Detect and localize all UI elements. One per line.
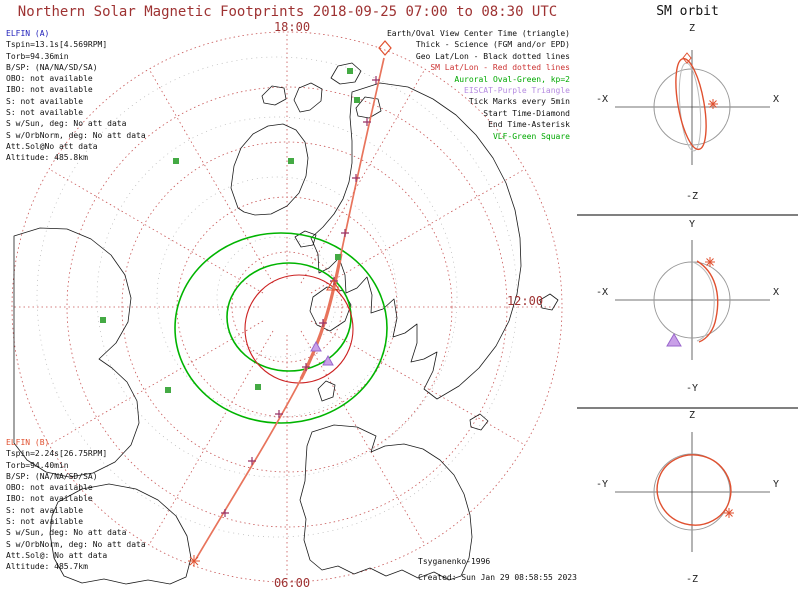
elfin-b-line: Altitude: 485.7km bbox=[6, 562, 88, 572]
plot2-axis-neg-y: -Y bbox=[685, 383, 699, 394]
elfin-a-info: ELFIN (A) Tspin=13.1s[4.569RPM] Torb=94.… bbox=[6, 28, 146, 164]
plot2-asterisk-marker bbox=[705, 257, 715, 267]
elfin-a-line: Tspin=13.1s[4.569RPM] bbox=[6, 40, 108, 50]
elfin-b-line: S: not available bbox=[6, 505, 84, 515]
orbit-plot-xy bbox=[615, 240, 770, 360]
plot1-asterisk-marker bbox=[708, 99, 718, 109]
model-label: Tsyganenko-1996 bbox=[418, 557, 491, 566]
elfin-a-line: Att.Sol@No att data bbox=[6, 141, 98, 151]
elfin-a-line: Torb=94.36min bbox=[6, 51, 69, 61]
sm-orbit-panel bbox=[577, 50, 798, 552]
elfin-a-line: S: not available bbox=[6, 108, 84, 118]
page-title: Northern Solar Magnetic Footprints 2018-… bbox=[17, 4, 558, 20]
plot1-axis-neg-z: -Z bbox=[685, 191, 699, 202]
elfin-b-line: Torb=94.40min bbox=[6, 460, 69, 470]
sm-orbit-title: SM orbit bbox=[656, 4, 719, 19]
legend-item: Tick Marks every 5min bbox=[468, 97, 570, 107]
orbit-start-diamond bbox=[378, 40, 392, 56]
map-legend: Earth/Oval View Center Time (triangle) T… bbox=[328, 28, 570, 142]
orbit-plot-xz bbox=[615, 50, 770, 165]
polar-map-plot bbox=[11, 31, 563, 585]
elfin-a-line: Altitude: 485.8km bbox=[6, 153, 88, 163]
plot1-axis-neg-x: -X bbox=[595, 94, 609, 105]
plot2-axis-x: X bbox=[772, 287, 780, 298]
auroral-oval bbox=[174, 232, 388, 424]
mlt-label-12: 12:00 bbox=[506, 294, 544, 308]
elfin-b-line: IBO: not available bbox=[6, 494, 93, 504]
elfin-a-line: S w/Sun, deg: No att data bbox=[6, 119, 127, 129]
elfin-a-line: OBO: not available bbox=[6, 74, 93, 84]
legend-item: Earth/Oval View Center Time (triangle) bbox=[386, 29, 570, 38]
elfin-b-info: ELFIN (B) Tspin=2.24s[26.75RPM] Torb=94.… bbox=[6, 437, 146, 573]
elfin-b-line: S w/OrbNorm, deg: No att data bbox=[6, 539, 146, 549]
plot2-triangle-marker bbox=[666, 333, 682, 347]
plot3-axis-y: Y bbox=[772, 479, 780, 490]
elfin-a-line: IBO: not available bbox=[6, 85, 93, 95]
legend-item: Start Time-Diamond bbox=[483, 108, 570, 118]
plot3-axis-z: Z bbox=[688, 410, 696, 421]
mlt-label-06: 06:00 bbox=[273, 576, 311, 590]
plot2-axis-y: Y bbox=[688, 219, 696, 230]
sm-reference-circle bbox=[244, 274, 354, 384]
elfin-b-line: S w/Sun, deg: No att data bbox=[6, 528, 127, 538]
elfin-b-header: ELFIN (B) bbox=[6, 438, 50, 447]
sm-grid-lines bbox=[11, 31, 563, 583]
eiscat-triangles bbox=[310, 340, 334, 366]
center-time-triangle bbox=[326, 278, 340, 291]
plot1-diamond-marker bbox=[682, 52, 692, 64]
orbit-tick-marks bbox=[221, 76, 380, 517]
geo-grid-lines bbox=[36, 56, 518, 538]
legend-item: End Time-Asterisk bbox=[488, 120, 570, 130]
legend-item: Auroral Oval-Green, kp=2 bbox=[454, 74, 570, 84]
legend-item: Geo Lat/Lon - Black dotted lines bbox=[415, 51, 570, 61]
legend-item: EISCAT-Purple Triangle bbox=[464, 86, 570, 96]
panel-dividers bbox=[577, 214, 798, 409]
elfin-a-line: S w/OrbNorm, deg: No att data bbox=[6, 130, 146, 140]
elfin-a-line: B/SP: (NA/NA/SD/SA) bbox=[6, 62, 98, 72]
elfin-b-line: B/SP: (NA/NA/SD/SA) bbox=[6, 471, 98, 481]
legend-item: Thick - Science (FGM and/or EPD) bbox=[415, 40, 570, 50]
coastlines bbox=[13, 62, 559, 585]
plot3-axis-neg-z: -Z bbox=[685, 574, 699, 585]
elfin-b-line: S: not available bbox=[6, 517, 84, 527]
mlt-label-18: 18:00 bbox=[273, 20, 311, 34]
plot3-asterisk-marker bbox=[724, 508, 734, 518]
elfin-b-line: Tspin=2.24s[26.75RPM] bbox=[6, 449, 108, 459]
orbit-science-segment bbox=[299, 253, 343, 380]
plot2-axis-neg-x: -X bbox=[595, 287, 609, 298]
orbit-end-asterisk bbox=[188, 555, 200, 567]
vlf-station-squares bbox=[100, 68, 360, 393]
orbit-plot-yz bbox=[615, 432, 770, 552]
legend-item: VLF-Green Square bbox=[492, 131, 570, 141]
plot1-axis-z: Z bbox=[688, 23, 696, 34]
elfin-a-line: S: not available bbox=[6, 96, 84, 106]
plot3-axis-neg-y: -Y bbox=[595, 479, 609, 490]
elfin-b-line: Att.Sol@: No att data bbox=[6, 550, 108, 560]
legend-item: SM Lat/Lon - Red dotted lines bbox=[430, 63, 570, 73]
elfin-b-line: OBO: not available bbox=[6, 483, 93, 493]
elfin-a-header: ELFIN (A) bbox=[6, 29, 50, 38]
plot1-axis-x: X bbox=[772, 94, 780, 105]
created-label: Created: Sun Jan 29 08:58:55 2023 bbox=[418, 573, 577, 582]
orbit-track bbox=[195, 57, 385, 560]
